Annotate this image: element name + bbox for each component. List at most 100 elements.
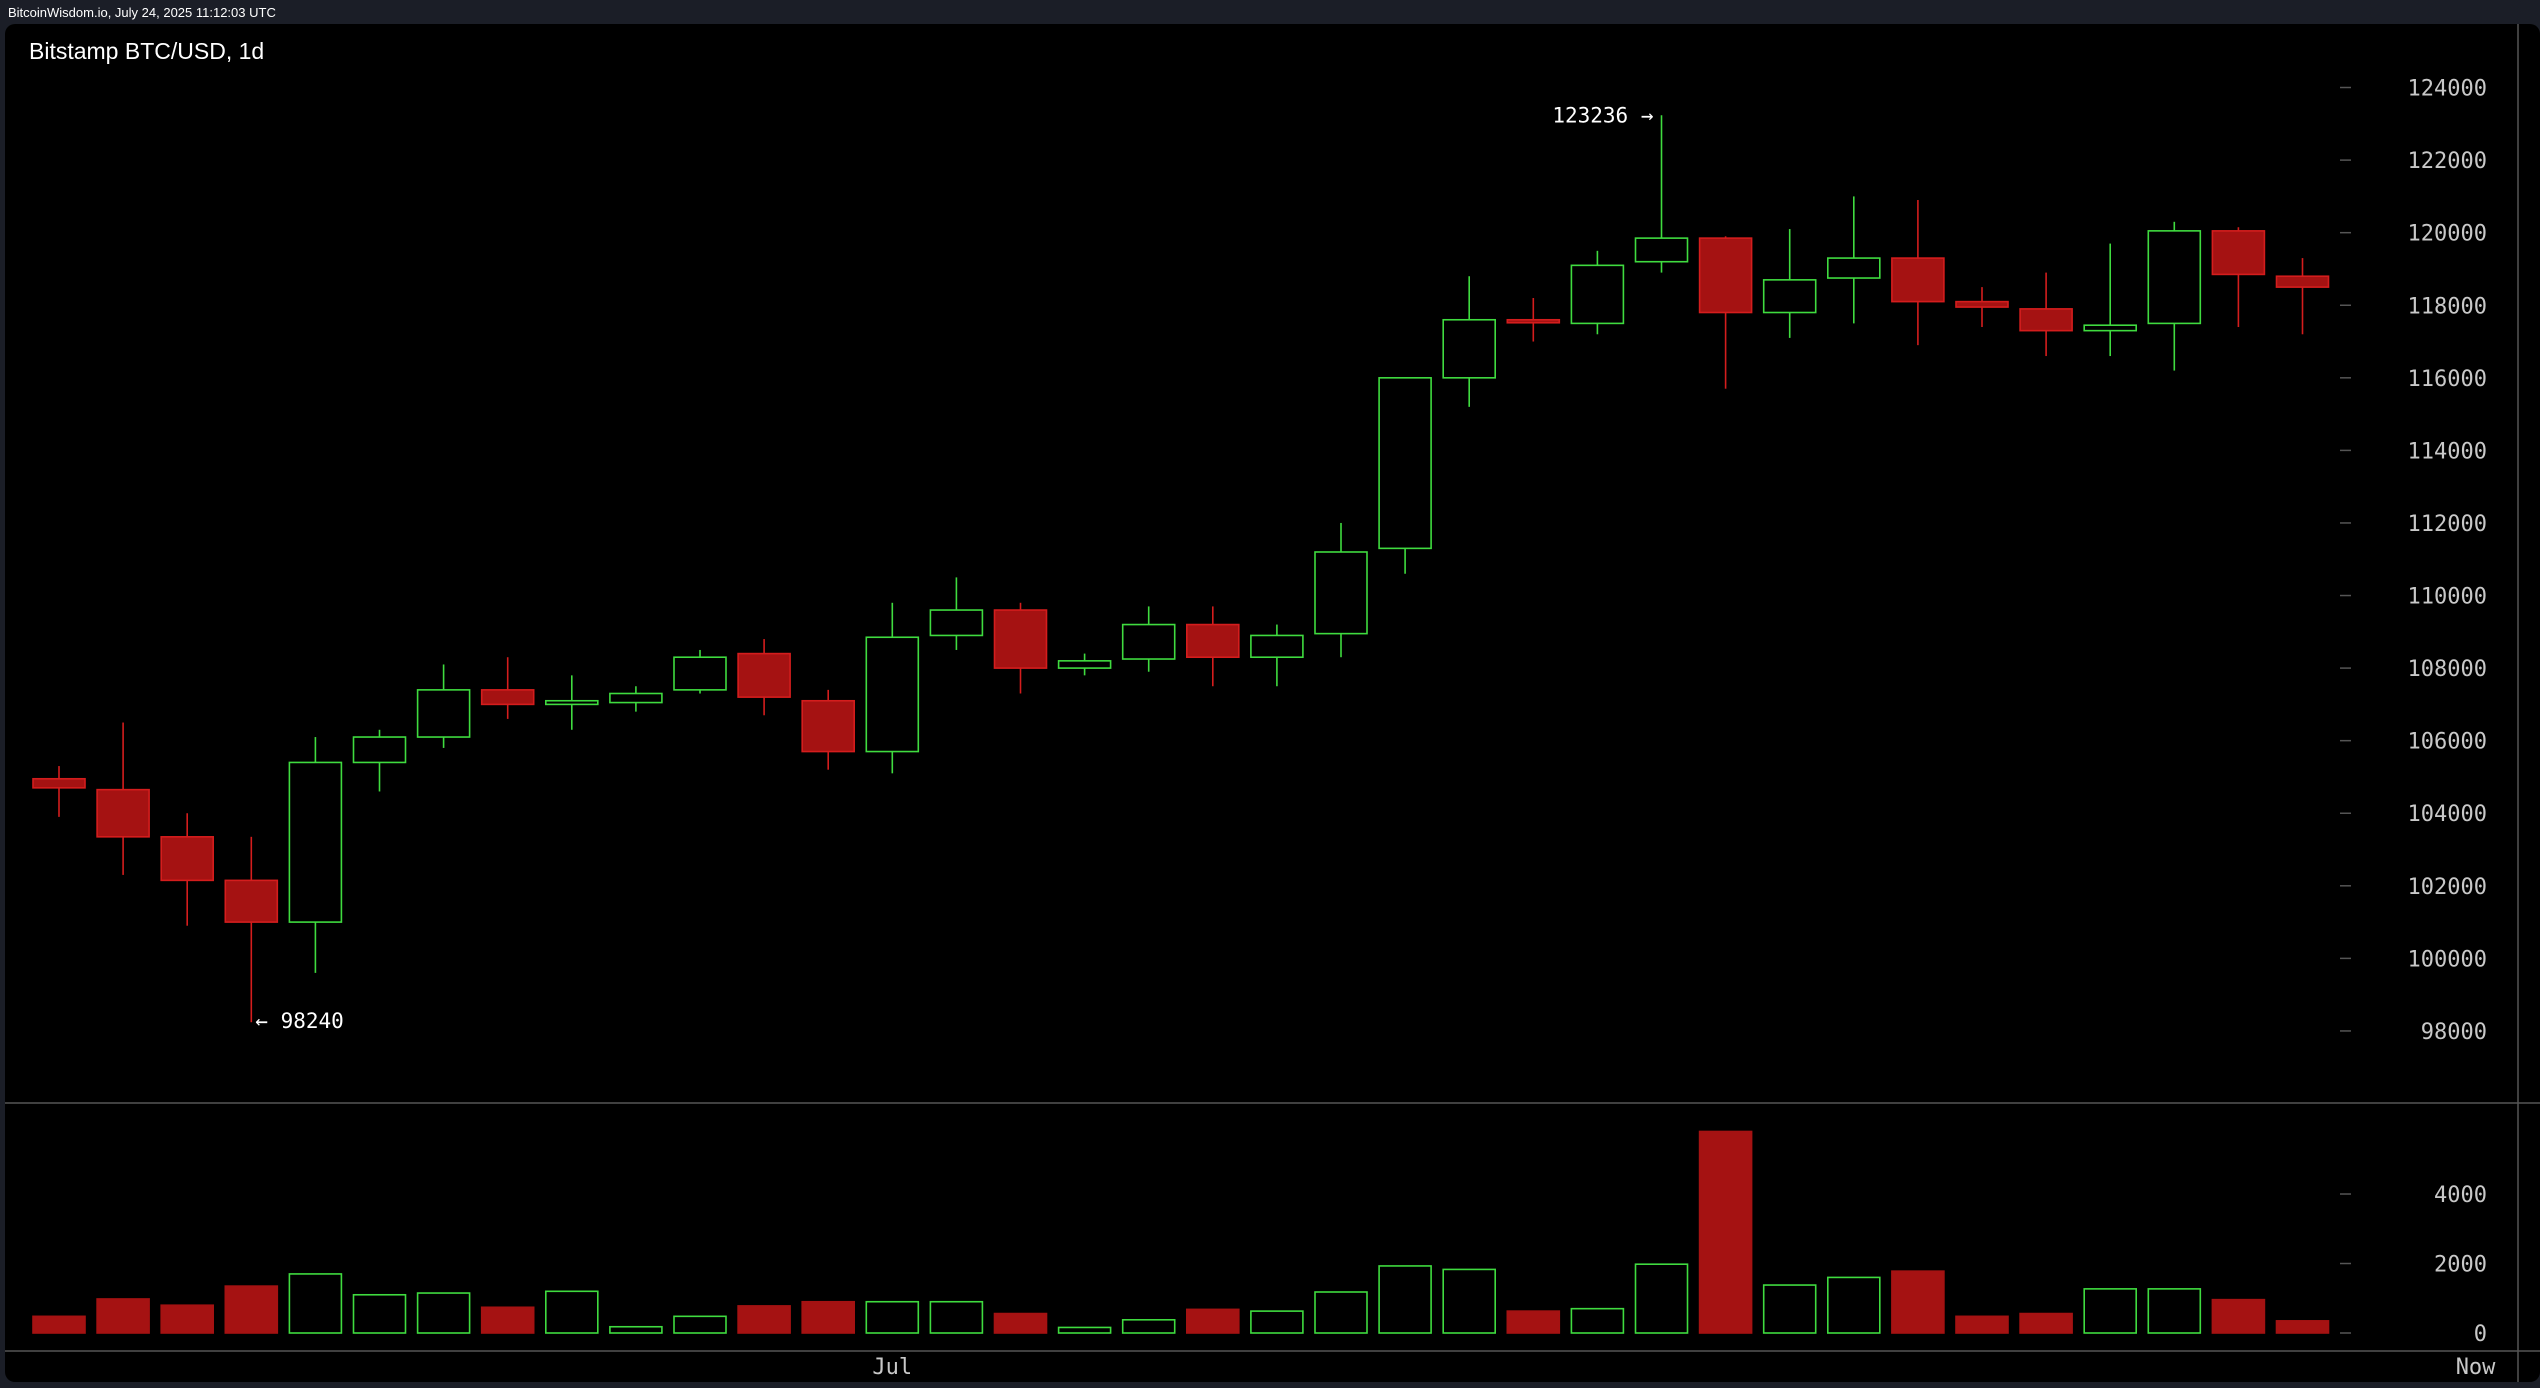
volume-bar [1634, 1263, 1689, 1334]
volume-bar [480, 1306, 535, 1334]
candle-body [160, 836, 214, 882]
candle-up [416, 664, 471, 748]
volume-bar [1827, 1276, 1881, 1334]
candle-up [865, 602, 920, 774]
candle-body [1186, 623, 1240, 659]
price-tick-label: 110000 [2408, 585, 2487, 610]
chart-title: Bitstamp BTC/USD, 1d [29, 38, 264, 64]
volume-bar [737, 1305, 791, 1334]
candle-down [993, 602, 1048, 694]
volume-bar [929, 1300, 984, 1334]
price-tick-label: 112000 [2408, 512, 2487, 537]
candle-up [1827, 196, 1881, 324]
candle-body [1891, 257, 1945, 303]
volume-bar [1955, 1315, 2009, 1334]
price-tick-label: 100000 [2408, 947, 2487, 972]
volume-bar [32, 1315, 86, 1334]
candle-body [673, 656, 727, 691]
candle-body [288, 761, 343, 923]
volume-bar [801, 1300, 856, 1334]
chart-panel[interactable]: Bitstamp BTC/USD, 1d 98000 100000 102000 10… [5, 24, 2540, 1382]
volume-bar [288, 1273, 343, 1334]
candle-body [32, 777, 86, 789]
volume-bar [96, 1298, 150, 1334]
candle-up [2147, 221, 2202, 371]
volume-axis: 0 2000 4000 [2340, 1183, 2487, 1347]
candle-up [1314, 522, 1368, 658]
candle-up [673, 649, 727, 694]
candle-body [1570, 264, 1625, 325]
volume-tick-label: 0 [2474, 1322, 2487, 1347]
volume-tick-label: 4000 [2434, 1183, 2487, 1208]
candle-body [801, 699, 856, 753]
top-bar: BitcoinWisdom.io, July 24, 2025 11:12:03… [0, 0, 2540, 24]
volume-bar [1442, 1268, 1496, 1334]
candle-up [288, 737, 343, 973]
candle-down [480, 657, 535, 719]
price-tick-label: 106000 [2408, 730, 2487, 755]
candle-down [1506, 297, 1561, 342]
candle-body [96, 788, 150, 838]
price-tick-label: 124000 [2408, 77, 2487, 102]
price-tick-label: 108000 [2408, 657, 2487, 682]
volume-bar [2083, 1288, 2137, 1334]
volume-bar [2275, 1320, 2330, 1334]
volume-bar [352, 1293, 407, 1334]
volume-bar [609, 1325, 663, 1334]
candle-body [1634, 237, 1689, 263]
volume-bar [1250, 1310, 1304, 1334]
candle-up [609, 686, 663, 712]
candle-down [801, 689, 856, 770]
volume-bar [1698, 1130, 1753, 1334]
candle-body [609, 692, 663, 704]
candle-body [1250, 634, 1304, 659]
volume-bar [1570, 1307, 1625, 1334]
volume-bar [1121, 1318, 1176, 1334]
volume-bar [160, 1304, 214, 1334]
candle-down [1891, 200, 1945, 346]
volume-bar [1186, 1308, 1240, 1334]
volume-bar [993, 1312, 1048, 1334]
candle-body [1698, 237, 1753, 314]
volume-bar [2019, 1312, 2073, 1334]
candle-down [1186, 606, 1240, 687]
candle-body [993, 609, 1048, 669]
candle-body [224, 879, 279, 923]
volume-bar [416, 1292, 471, 1334]
volume-bar [1506, 1310, 1561, 1334]
candle-body [1378, 377, 1432, 550]
low-annotation: ← 98240 [255, 1009, 344, 1033]
volume-bar [1891, 1270, 1945, 1334]
candle-body [929, 609, 984, 637]
volume-bar [1378, 1265, 1432, 1334]
volume-bar [1762, 1284, 1817, 1334]
candle-down [737, 639, 791, 716]
volume-bar [865, 1300, 920, 1334]
candle-body [1955, 300, 2009, 308]
candle-body [2019, 308, 2073, 332]
time-tick-label: Now [2456, 1355, 2496, 1380]
price-tick-label: 98000 [2421, 1020, 2487, 1045]
volume-bar [1314, 1291, 1368, 1334]
price-axis: 98000 100000 102000 104000 106000 108000 11000… [2340, 77, 2487, 1045]
candle-up [1121, 606, 1176, 672]
candles [32, 115, 2330, 1023]
candle-body [352, 736, 407, 764]
candle-down [2019, 272, 2073, 357]
candle-up [929, 577, 984, 650]
candlestick-chart[interactable]: Bitstamp BTC/USD, 1d 98000 100000 102000 10… [5, 24, 2540, 1382]
price-tick-label: 116000 [2408, 367, 2487, 392]
annotations: 123236 → ← 98240 [255, 103, 1653, 1033]
candle-up [1570, 250, 1625, 335]
candle-body [544, 699, 599, 706]
candle-body [1762, 279, 1817, 314]
candle-up [352, 729, 407, 792]
candle-down [1698, 236, 1753, 389]
price-tick-label: 104000 [2408, 802, 2487, 827]
candle-up [1442, 276, 1496, 407]
candle-up [544, 675, 599, 730]
candle-up [2083, 243, 2137, 357]
candle-body [1442, 318, 1496, 379]
candle-down [2275, 258, 2330, 335]
source-timestamp: BitcoinWisdom.io, July 24, 2025 11:12:03… [8, 5, 276, 20]
